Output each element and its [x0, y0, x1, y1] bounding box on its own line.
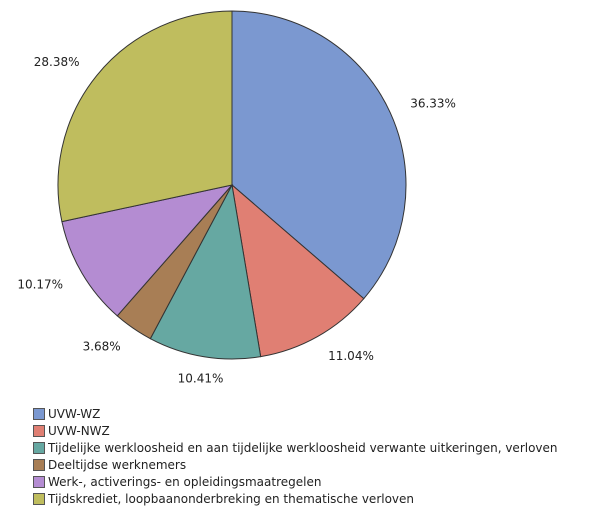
- chart-legend: UVW-WZ UVW-NWZ Tijdelijke werkloosheid en …: [33, 405, 558, 507]
- legend-item-6: Tijdskrediet, loopbaanonderbreking en th…: [33, 490, 558, 507]
- legend-swatch-6: [33, 492, 45, 505]
- pie-slice-3: [149, 183, 262, 360]
- pie-value-label-5: 10.17%: [17, 277, 63, 291]
- legend-swatch-5: [33, 475, 45, 488]
- pie-slice-1: [231, 10, 407, 300]
- legend-swatch-3: [33, 441, 45, 454]
- legend-item-5: Werk-, activerings- en opleidingsmaatreg…: [33, 473, 558, 490]
- legend-item-4: Deeltijdse werknemers: [33, 456, 558, 473]
- legend-label-6: Tijdskrediet, loopbaanonderbreking en th…: [48, 491, 415, 506]
- legend-swatch-4: [33, 458, 45, 471]
- legend-label-5: Werk-, activerings- en opleidingsmaatreg…: [48, 474, 322, 489]
- legend-label-4: Deeltijdse werknemers: [48, 457, 187, 472]
- pie-value-label-1: 36.33%: [410, 96, 456, 110]
- legend-swatch-2: [33, 424, 45, 437]
- legend-item-1: UVW-WZ: [33, 405, 558, 422]
- legend-item-3: Tijdelijke werkloosheid en aan tijdelijk…: [33, 439, 558, 456]
- pie-chart: 36.33% 11.04% 10.41% 3.68% 10.17% 28.38%: [17, 10, 456, 386]
- legend-swatch-1: [33, 407, 45, 420]
- legend-label-2: UVW-NWZ: [48, 423, 110, 438]
- pie-value-label-3: 10.41%: [178, 372, 224, 386]
- pie-value-label-6: 28.38%: [34, 55, 80, 69]
- legend-label-1: UVW-WZ: [48, 406, 101, 421]
- pie-value-label-2: 11.04%: [328, 349, 374, 363]
- pie-slices: [57, 10, 407, 360]
- pie-value-labels: 36.33% 11.04% 10.41% 3.68% 10.17% 28.38%: [17, 55, 456, 386]
- legend-label-3: Tijdelijke werkloosheid en aan tijdelijk…: [48, 440, 558, 455]
- pie-value-label-4: 3.68%: [83, 339, 121, 353]
- legend-item-2: UVW-NWZ: [33, 422, 558, 439]
- pie-slice-2: [231, 183, 365, 358]
- pie-slice-6: [57, 10, 233, 223]
- pie-slice-5: [61, 184, 234, 317]
